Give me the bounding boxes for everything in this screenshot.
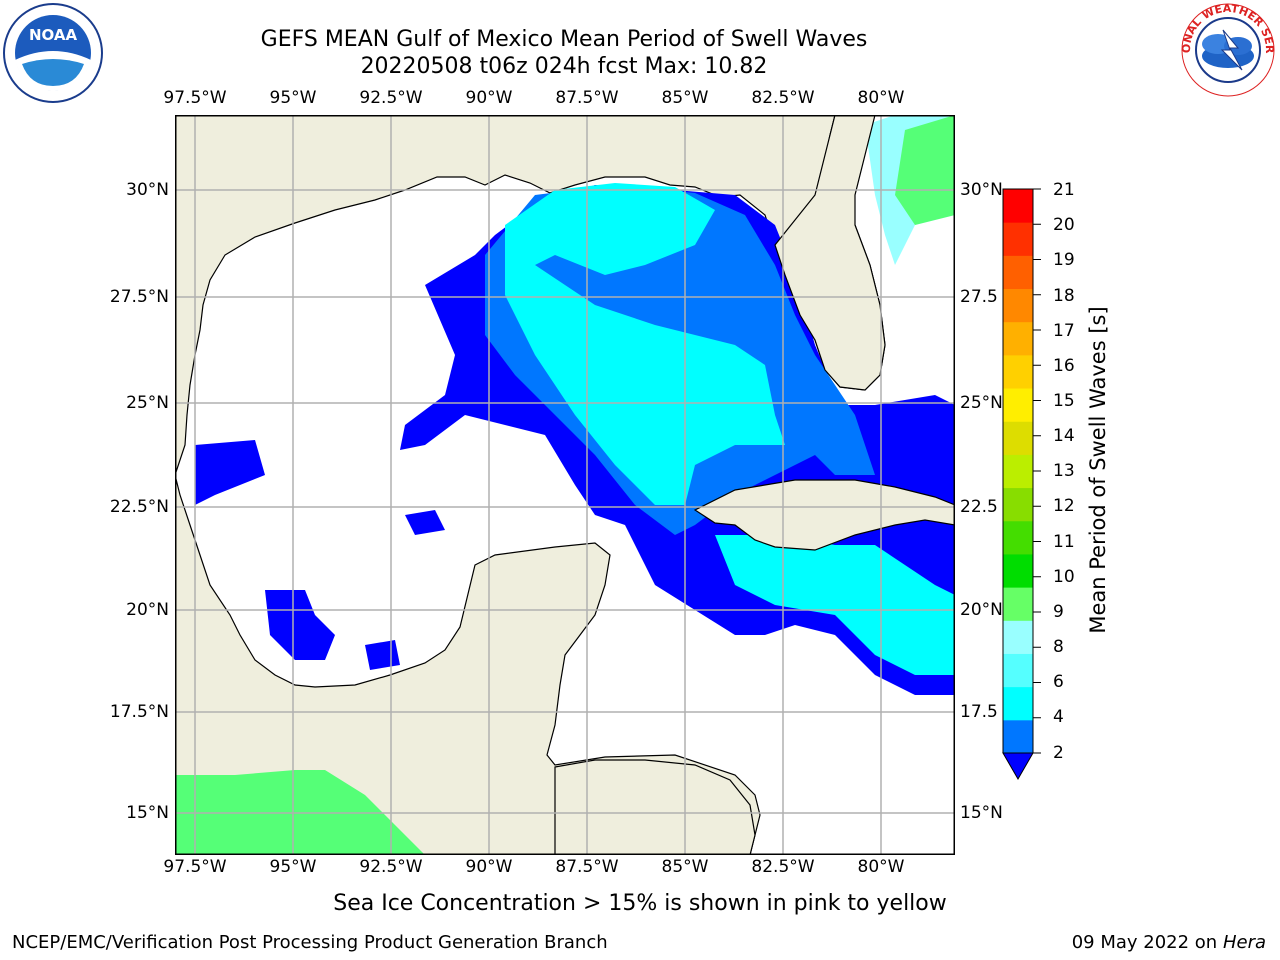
lat-label-left: 22.5°N [109,497,169,517]
lon-label-top: 85°W [661,88,709,108]
colorbar-tick-label: 16 [1053,356,1075,376]
colorbar-segment [1003,354,1033,389]
colorbar-segment [1003,288,1033,323]
colorbar-tick-label: 13 [1053,461,1075,481]
lon-label-top: 87.5°W [555,88,619,108]
colorbar-segment [1003,321,1033,356]
lat-label-left: 17.5°N [109,702,169,722]
lat-label-right: 20°N [960,600,1003,620]
colorbar-tick-label: 2 [1053,743,1064,763]
colorbar-segment [1003,487,1033,522]
honduras-land [554,759,756,855]
lon-label-top: 90°W [465,88,513,108]
lon-label-bottom: 82.5°W [751,857,815,877]
lon-label-bottom: 85°W [661,857,709,877]
lat-label-left: 20°N [126,600,169,620]
lon-label-bottom: 80°W [857,857,905,877]
colorbar-segment [1003,222,1033,256]
colorbar-segment [1003,653,1033,688]
colorbar-tick-label: 21 [1053,180,1075,200]
colorbar-tick-label: 9 [1053,602,1064,622]
colorbar-tick-label: 14 [1053,426,1075,446]
date-text: 09 May 2022 on [1071,932,1218,953]
swell-field [175,115,955,855]
lon-label-bottom: 87.5°W [555,857,619,877]
colorbar-segment [1003,553,1033,588]
lat-label-right: 22.5 [960,497,998,517]
colorbar-segment [1003,421,1033,455]
host-name: Hera [1222,932,1266,953]
colorbar-segment [1003,388,1033,422]
lat-label-right: 15°N [960,803,1003,823]
graticule [175,115,955,855]
colorbar-tick-label: 12 [1053,496,1075,516]
swell-band-2-west [195,440,445,670]
noaa-logo: NOAA [3,3,103,103]
lat-label-left: 30°N [126,180,169,200]
date-line: 09 May 2022 on Hera [1072,932,1266,953]
colorbar-tick-label: 6 [1053,672,1064,692]
lat-label-right: 30°N [960,180,1003,200]
chart-subtitle: 20220508 t06z 024h fcst Max: 10.82 [360,54,768,79]
lat-label-right: 25°N [960,393,1003,413]
land-overlay [693,115,955,551]
colorbar-tick-label: 11 [1053,532,1075,552]
lat-label-left: 15°N [126,803,169,823]
colorbar-tick-label: 19 [1053,250,1075,270]
colorbar-segment [1003,620,1033,654]
colorbar-tick-label: 4 [1053,707,1064,727]
colorbar-segment [1003,587,1033,621]
colorbar-title: Mean Period of Swell Waves [s] [1086,306,1110,634]
lon-label-bottom: 97.5°W [163,857,227,877]
lon-label-bottom: 90°W [465,857,513,877]
colorbar-segment [1003,454,1033,489]
lat-label-right: 27.5 [960,287,998,307]
noaa-logo-text: NOAA [29,26,78,44]
colorbar-segment [1003,686,1033,721]
lon-label-top: 82.5°W [751,88,815,108]
colorbar-tick-label: 18 [1053,286,1075,306]
colorbar-tick-label: 15 [1053,391,1075,411]
colorbar-segment [1003,255,1033,290]
colorbar-segment [1003,189,1033,223]
swell-band-9-10 [175,115,955,855]
lon-label-top: 95°W [269,88,317,108]
lon-label-top: 92.5°W [359,88,423,108]
swell-band-6-8 [505,183,955,675]
map-frame [175,115,955,855]
lat-label-left: 25°N [126,393,169,413]
colorbar-under-arrow [1002,752,1034,781]
chart-title: GEFS MEAN Gulf of Mexico Mean Period of … [260,27,868,52]
sea-ice-note: Sea Ice Concentration > 15% is shown in … [333,891,947,916]
colorbar-segment [1003,719,1033,754]
colorbar-tick-label: 17 [1053,321,1075,341]
colorbar-tick-label: 20 [1053,215,1075,235]
lat-label-left: 27.5°N [109,287,169,307]
colorbar-tick-label: 10 [1053,567,1075,587]
colorbar-segment [1003,520,1033,555]
lon-label-bottom: 95°W [269,857,317,877]
map-panel [175,115,955,855]
lon-label-top: 80°W [857,88,905,108]
credit-line: NCEP/EMC/Verification Post Processing Pr… [12,932,608,953]
lon-label-bottom: 92.5°W [359,857,423,877]
lat-label-right: 17.5 [960,702,998,722]
lon-label-top: 97.5°W [163,88,227,108]
nws-logo: NATIONAL WEATHER SERVICE [1178,0,1276,98]
colorbar [1002,188,1041,781]
colorbar-tick-label: 8 [1053,637,1064,657]
